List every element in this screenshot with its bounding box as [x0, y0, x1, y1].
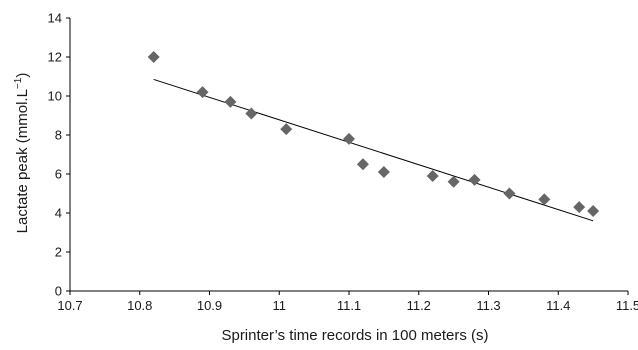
data-point-diamond — [280, 123, 293, 136]
data-point-diamond — [587, 205, 600, 218]
data-point-diamond — [245, 107, 258, 120]
data-point-diamond — [573, 201, 586, 214]
x-axis-ticks: 10.7 10.8 10.9 11 11.1 11.2 11.3 11.4 11.5 — [57, 291, 638, 313]
y-tick-label: 4 — [55, 206, 62, 221]
y-axis-title-superscript: −1 — [13, 77, 24, 89]
x-tick-label: 11.2 — [407, 298, 431, 313]
x-tick-label: 10.9 — [197, 298, 222, 313]
data-point-diamond — [426, 169, 439, 182]
data-point-diamond — [147, 51, 160, 63]
y-tick-label: 12 — [48, 50, 62, 65]
y-axis-title: Lactate peak (mmol.L−1) — [13, 73, 31, 234]
y-tick-label: 8 — [55, 128, 62, 143]
data-point-diamond — [503, 187, 516, 200]
x-tick-label: 11.4 — [546, 298, 570, 313]
y-axis-title-suffix: ) — [14, 73, 31, 78]
data-point-diamond — [196, 86, 209, 99]
y-tick-label: 2 — [55, 245, 62, 260]
data-point-diamond — [377, 166, 390, 179]
x-axis-title: Sprinter’s time records in 100 meters (s… — [221, 327, 488, 344]
y-axis-ticks: 0 2 4 6 8 10 12 14 — [48, 11, 70, 299]
y-tick-label: 0 — [55, 284, 62, 299]
data-point-diamond — [538, 193, 551, 206]
x-tick-label: 10.8 — [127, 298, 152, 313]
data-point-diamond — [356, 158, 369, 171]
x-tick-label: 11.3 — [476, 298, 500, 313]
y-tick-label: 14 — [48, 11, 62, 26]
y-tick-label: 6 — [55, 167, 62, 182]
x-tick-label: 10.7 — [57, 298, 82, 313]
x-tick-label: 11.1 — [337, 298, 361, 313]
y-axis-title-main: Lactate peak (mmol.L — [14, 89, 31, 233]
data-point-diamond — [468, 173, 481, 186]
trendline — [153, 78, 594, 222]
data-point-diamond — [447, 175, 460, 188]
trendline-group — [153, 78, 594, 222]
data-point-diamond — [224, 95, 237, 108]
data-points — [147, 51, 600, 218]
data-point-diamond — [343, 132, 355, 145]
x-tick-label: 11.5 — [616, 298, 638, 313]
y-tick-label: 10 — [48, 89, 62, 104]
x-tick-label: 11 — [273, 298, 287, 313]
